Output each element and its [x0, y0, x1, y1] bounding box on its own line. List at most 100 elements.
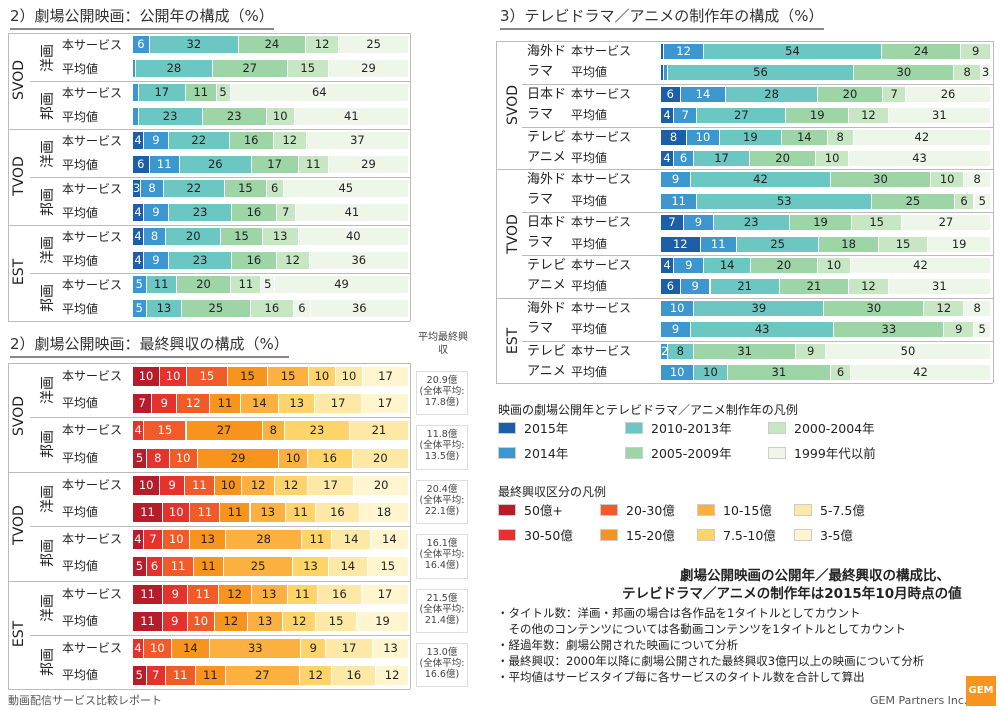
legend-label: 3-5億 — [820, 528, 853, 543]
chart1-sub-label: 邦画 — [40, 188, 56, 216]
chart2-bar-seg: 12 — [218, 584, 252, 604]
chart3-bar-seg: 19 — [928, 236, 991, 252]
chart3-bar-seg: 12 — [664, 44, 704, 59]
chart2-bar-seg: 12 — [177, 394, 211, 414]
chart2-bar-seg: 13 — [250, 503, 287, 522]
chart2-bar-seg: 9 — [163, 584, 189, 604]
chart2-bar-seg: 17 — [362, 394, 409, 414]
chart2-row-label: 本サービス — [62, 532, 123, 547]
chart1-bar-seg: 4 — [133, 252, 145, 269]
legend-swatch — [794, 503, 812, 516]
chart2-sub-label: 洋画 — [40, 484, 56, 513]
chart2-row-label: 平均値 — [62, 450, 99, 465]
chart1-bar-seg — [133, 108, 139, 125]
chart2-bar-seg: 16 — [332, 666, 377, 686]
legend-label: 50億+ — [524, 503, 563, 518]
chart2-bar-seg: 18 — [359, 503, 409, 522]
chart2-bar-seg: 11 — [286, 503, 317, 522]
summary-heading-2: テレビドラマ／アニメの制作年は2015年10月時点の値 — [622, 586, 962, 602]
chart2-type-label: SVOD — [11, 395, 27, 437]
chart3-bar-seg: 8 — [964, 300, 991, 316]
legend-box-item: 20-30億 — [600, 500, 675, 519]
chart3-bar-seg: 31 — [888, 108, 991, 124]
chart2-avg-line: 20.9億 — [426, 375, 458, 386]
chart3-sep — [496, 169, 993, 171]
chart1-row-label: 平均値 — [62, 206, 99, 220]
chart2-sub-label: 洋画 — [40, 593, 56, 622]
chart1-bar-seg — [133, 84, 139, 101]
chart3-type-label: SVOD — [505, 85, 521, 126]
chart3-bar-seg: 30 — [854, 65, 955, 81]
chart2-bar-seg: 12 — [299, 666, 333, 686]
chart2-bar-seg: 7 — [133, 394, 153, 414]
chart1-row-label: 本サービス — [62, 134, 123, 148]
chart1-sep — [8, 321, 410, 322]
chart3-bar-seg: 27 — [697, 108, 787, 124]
chart2-row-label: 平均値 — [62, 396, 99, 411]
chart3-bar-seg: 31 — [694, 343, 797, 359]
chart2-bar-seg: 10 — [163, 530, 191, 550]
chart1-bar-seg: 13 — [262, 228, 299, 245]
legend-swatch — [768, 421, 786, 434]
chart2-bar-seg: 28 — [225, 530, 303, 550]
chart2-avg-value: 21.5億 (全体平均: 21.4億) — [416, 588, 468, 633]
chart2-bar-seg: 11 — [133, 584, 164, 604]
chart3-sub-label-2: アニメ — [527, 149, 566, 165]
chart3-row-label: 本サービス — [571, 172, 632, 187]
legend-label: 2014年 — [524, 446, 569, 461]
chart3-bar-seg: 19 — [719, 129, 782, 145]
chart3-bar-seg: 5 — [974, 322, 991, 338]
chart1-bar-seg: 16 — [229, 132, 274, 149]
chart3-bar-seg: 19 — [786, 108, 850, 124]
summary-heading-1: 劇場公開映画の公開年／最終興収の構成比、 — [680, 568, 950, 584]
chart2-bar-seg: 19 — [357, 611, 409, 631]
chart3-row-label: 平均値 — [571, 322, 608, 337]
legend-box-item: 5-7.5億 — [794, 500, 865, 519]
chart1-bar-seg: 22 — [168, 132, 230, 149]
chart2-bar-seg: 10 — [335, 367, 363, 386]
chart2-bar-seg: 11 — [165, 666, 196, 686]
chart1-bar-seg: 15 — [225, 180, 267, 197]
chart3-bar-seg: 10 — [661, 365, 695, 380]
chart2-bar-seg: 25 — [224, 557, 294, 577]
chart1-bar-seg: 20 — [176, 276, 232, 293]
chart1-row-label: 平均値 — [62, 62, 99, 76]
chart3-bar-seg: 54 — [703, 44, 883, 59]
footer-company: GEM Partners Inc. — [870, 694, 968, 707]
chart1-bar-seg: 12 — [273, 132, 307, 149]
chart3-frame-left — [496, 41, 497, 384]
chart2-bar-seg: 10 — [308, 367, 336, 386]
chart2-avg-line: 13.0億 — [426, 647, 458, 658]
chart3-bar-seg: 21 — [779, 279, 850, 295]
summary-note: ・経過年数：劇場公開された映画について分析 — [497, 638, 739, 652]
chart2-bar-seg: 15 — [316, 611, 358, 631]
chart2-bar-seg: 16 — [317, 584, 363, 604]
chart1-title: 2）劇場公開映画：公開年の構成（%） — [10, 5, 274, 30]
chart2-bar-seg: 17 — [307, 475, 355, 495]
chart2-bar-seg: 9 — [160, 475, 185, 495]
chart2-sub-label: 邦画 — [40, 430, 56, 459]
chart2-bar-seg: 9 — [301, 639, 327, 658]
chart1-sub-label: 洋画 — [40, 140, 56, 168]
chart1-bar-seg: 45 — [283, 180, 409, 197]
legend-year-item: 2010-2013年 — [625, 418, 732, 437]
chart2-bar-seg: 14 — [328, 557, 368, 577]
chart1-bar-seg: 25 — [339, 36, 409, 53]
chart2-avg-value: 11.8億 (全体平均: 13.5億) — [416, 425, 468, 470]
legend-swatch — [600, 528, 618, 541]
chart2-bar-seg: 14 — [171, 639, 211, 658]
chart2-bar-seg: 6 — [146, 557, 164, 577]
chart3-bar-seg: 25 — [736, 236, 820, 252]
chart2-avg-line: 21.5億 — [426, 592, 458, 604]
chart3-row-label: 本サービス — [571, 215, 632, 230]
chart3-bar-seg: 12 — [849, 279, 889, 295]
legend-year-item: 2015年 — [498, 418, 568, 437]
chart3-bar-seg: 42 — [851, 365, 991, 380]
chart3-bar-seg: 17 — [694, 151, 751, 166]
chart2-bar-seg: 14 — [370, 530, 409, 550]
chart2-bar-seg: 33 — [210, 639, 302, 658]
chart1-bar-seg: 22 — [163, 180, 225, 197]
chart2-bar-seg: 8 — [147, 448, 170, 468]
legend-swatch — [794, 528, 812, 541]
chart2-bar-seg: 11 — [220, 503, 251, 522]
